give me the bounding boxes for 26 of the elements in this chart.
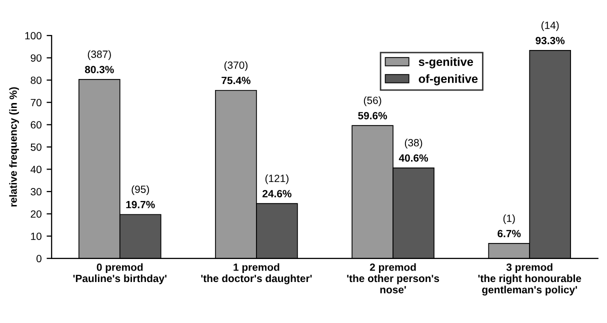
y-axis-title: relative frequency (in %) [9, 87, 19, 206]
y-tick-label: 60 [30, 121, 42, 129]
data-label: (14) 93.3% [536, 21, 565, 44]
y-tick-label: 20 [30, 210, 42, 218]
legend-label: s-genitive [418, 57, 474, 68]
y-tick-label: 0 [36, 254, 42, 262]
x-tick-label: 0 premod 'Pauline's birthday' [73, 263, 166, 284]
y-tick-label: 90 [30, 54, 42, 62]
legend-label: of-genitive [418, 74, 478, 86]
y-tick-label: 100 [25, 32, 42, 40]
data-label: (387) 80.3% [84, 50, 114, 74]
y-tick-label: 80 [30, 76, 42, 84]
x-tick-label: 3 premod 'the right honourable gentleman's policy' [478, 263, 582, 296]
x-tick-label: 2 premod 'the other person's nose' [347, 263, 440, 294]
data-label: (121) 24.6% [262, 174, 292, 198]
y-tick-label: 50 [30, 143, 42, 151]
y-tick-label: 70 [30, 98, 42, 106]
y-tick-label: 40 [30, 166, 42, 174]
x-tick-label: 1 premod 'the doctor's daughter' [201, 263, 312, 284]
data-label: (370) 75.4% [222, 61, 250, 84]
y-tick-label: 10 [31, 232, 42, 240]
y-tick-label: 30 [30, 188, 42, 196]
data-label: (56) 59.6% [358, 96, 388, 120]
data-label: (38) 40.6% [398, 138, 428, 162]
data-label: (1) 6.7% [498, 214, 521, 238]
data-label: (95) 19.7% [126, 185, 155, 208]
